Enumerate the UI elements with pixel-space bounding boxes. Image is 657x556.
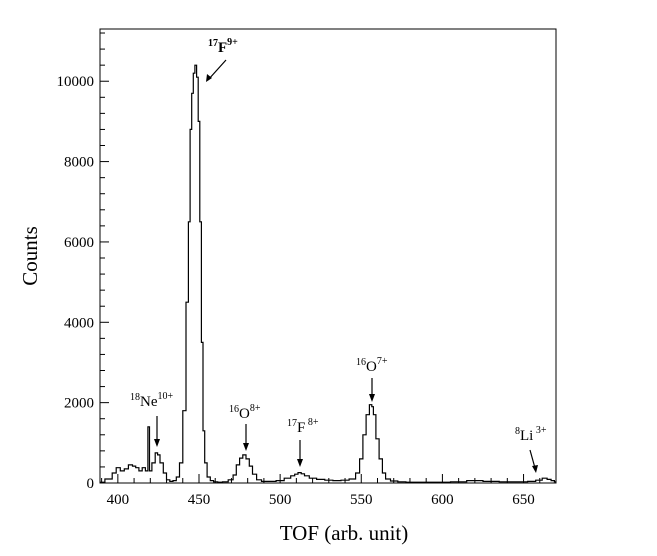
annotation-17f9: 17F9+ [206, 37, 238, 82]
annotation-17f8: 17F 8+ [287, 417, 319, 467]
x-tick-label: 550 [350, 492, 373, 508]
plot-frame [99, 28, 557, 484]
annotation-16o7: 16O7+ [356, 356, 388, 402]
x-tick-label: 650 [512, 492, 535, 508]
svg-text:16O7+: 16O7+ [356, 356, 388, 375]
svg-text:18Ne10+: 18Ne10+ [130, 391, 174, 410]
annotation-18ne10: 18Ne10+ [130, 391, 174, 447]
svg-text:17F 8+: 17F 8+ [287, 417, 319, 436]
y-tick-label: 6000 [64, 235, 94, 251]
y-tick-label: 0 [87, 476, 95, 492]
spectrum-trace [100, 64, 556, 483]
y-tick-label: 10000 [57, 74, 95, 90]
svg-text:8Li 3+: 8Li 3+ [515, 425, 547, 444]
x-tick-label: 400 [107, 492, 130, 508]
y-tick-label: 2000 [64, 396, 94, 412]
x-axis-label: TOF (arb. unit) [280, 521, 409, 545]
annotation-8li3: 8Li 3+ [515, 425, 547, 473]
y-tick-label: 4000 [64, 315, 94, 331]
annotation-16o8: 16O8+ [229, 403, 261, 451]
svg-text:17F9+: 17F9+ [208, 37, 238, 56]
x-tick-label: 500 [269, 492, 292, 508]
x-tick-label: 600 [431, 492, 454, 508]
svg-text:16O8+: 16O8+ [229, 403, 261, 422]
y-axis-label: Counts [18, 226, 42, 286]
x-tick-label: 450 [188, 492, 211, 508]
y-tick-label: 8000 [64, 155, 94, 171]
